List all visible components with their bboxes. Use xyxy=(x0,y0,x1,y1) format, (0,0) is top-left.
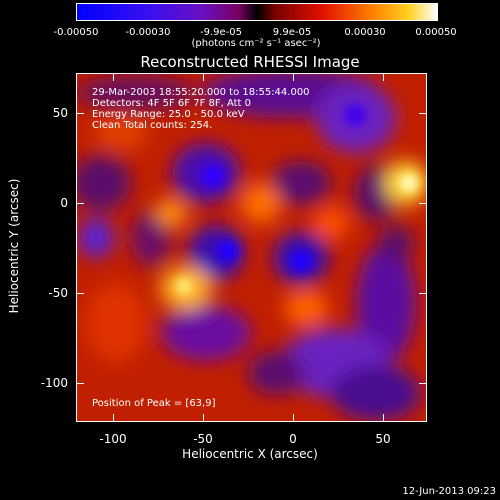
colorbar-tick-label: -0.00050 xyxy=(53,27,99,38)
rhessi-image-plot: 29-Mar-2003 18:55:20.000 to 18:55:44.000… xyxy=(76,73,427,422)
footer-date: 12-Jun-2013 09:23 xyxy=(402,486,496,497)
y-axis-label: Heliocentric Y (arcsec) xyxy=(7,178,21,314)
y-tick-label: -100 xyxy=(40,376,68,390)
colorbar-units: (photons cm⁻² s⁻¹ asec⁻²) xyxy=(191,38,321,49)
rhessi-image xyxy=(76,73,427,422)
peak-position: Position of Peak = [63,9] xyxy=(92,398,216,409)
colorbar-tick-label: 9.9e-05 xyxy=(272,27,312,38)
plot-frame xyxy=(76,73,427,422)
y-tick-label: 50 xyxy=(52,106,68,120)
info-detectors: Detectors: 4F 5F 6F 7F 8F, Att 0 xyxy=(92,98,252,109)
info-energy-range: Energy Range: 25.0 - 50.0 keV xyxy=(92,109,245,120)
info-time-range: 29-Mar-2003 18:55:20.000 to 18:55:44.000 xyxy=(92,87,310,98)
x-tick-label: -50 xyxy=(193,432,213,446)
y-tick-label: -50 xyxy=(48,286,68,300)
x-axis-label: Heliocentric X (arcsec) xyxy=(182,447,318,461)
y-tick-label: 0 xyxy=(60,196,68,210)
colorbar-tick-label: 0.00050 xyxy=(415,27,457,38)
colorbar-tick-label: -9.9e-05 xyxy=(200,27,242,38)
x-tick-label: 0 xyxy=(289,432,297,446)
colorbar-tick-label: 0.00030 xyxy=(344,27,386,38)
colorbar-tick-label: -0.00030 xyxy=(125,27,171,38)
x-tick-label: 50 xyxy=(375,432,391,446)
plot-title: Reconstructed RHESSI Image xyxy=(140,53,360,71)
colorbar xyxy=(76,3,438,21)
info-clean-counts: Clean Total counts: 254. xyxy=(92,120,213,131)
x-tick-label: -100 xyxy=(99,432,127,446)
